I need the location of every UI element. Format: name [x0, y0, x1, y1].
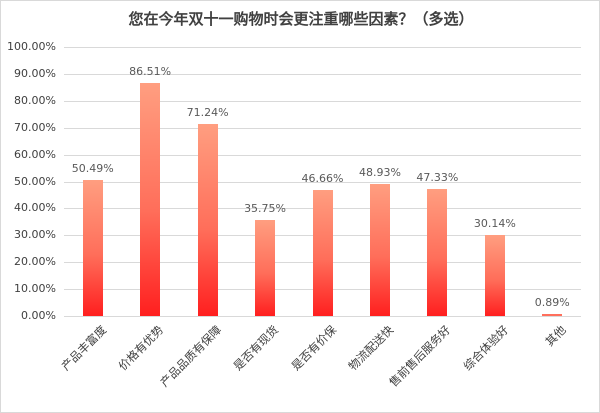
gridline — [64, 127, 581, 129]
data-label: 46.66% — [301, 172, 344, 186]
data-label: 86.51% — [129, 65, 172, 79]
data-label: 0.89% — [534, 295, 570, 309]
plot-area: 0.00% 10.00% 20.00% 30.00% 40.00% 50.00% 60.00… — [7, 41, 581, 322]
x-tick-label: 物流配送快 — [345, 322, 397, 374]
bar — [369, 184, 390, 316]
data-label: 50.49% — [71, 162, 114, 176]
y-tick-label: 100.00% — [7, 40, 56, 53]
gridline — [64, 181, 581, 183]
gridline — [64, 73, 581, 75]
y-tick-label: 0.00% — [21, 309, 56, 322]
x-tick-label: 价格有优势 — [115, 322, 167, 374]
y-tick-label: 40.00% — [14, 201, 56, 215]
data-label: 30.14% — [473, 216, 516, 230]
bar — [82, 180, 103, 316]
chart-title: 您在今年双十一购物时会更注重哪些因素？（多选） — [128, 10, 474, 28]
bar — [140, 83, 161, 316]
data-label: 48.93% — [358, 166, 401, 180]
bar — [427, 188, 448, 316]
bar — [312, 190, 333, 316]
y-tick-label: 50.00% — [14, 174, 56, 188]
x-tick-label: 是否有现货 — [230, 322, 282, 374]
y-tick-label: 30.00% — [14, 228, 56, 242]
bar — [255, 219, 276, 316]
y-tick-label: 20.00% — [14, 255, 56, 269]
bar — [484, 234, 505, 316]
y-tick-label: 80.00% — [14, 93, 56, 107]
gridline — [64, 154, 581, 156]
data-label: 35.75% — [244, 201, 287, 215]
x-tick-label: 是否有价保 — [288, 322, 339, 374]
y-tick-label: 60.00% — [14, 147, 56, 161]
y-tick-label: 90.00% — [14, 66, 56, 80]
x-tick-label: 其他 — [542, 322, 569, 349]
y-tick-label: 70.00% — [14, 120, 56, 134]
y-tick-label: 10.00% — [14, 282, 56, 296]
data-label: 71.24% — [186, 106, 229, 120]
gridline — [64, 47, 581, 48]
x-tick-label: 综合体验好 — [460, 322, 511, 374]
x-axis-line — [64, 316, 581, 317]
x-tick-label: 产品丰富度 — [58, 322, 109, 374]
bar — [542, 313, 563, 316]
gridline — [64, 100, 581, 102]
data-label: 47.33% — [416, 170, 459, 184]
bar — [197, 124, 218, 316]
